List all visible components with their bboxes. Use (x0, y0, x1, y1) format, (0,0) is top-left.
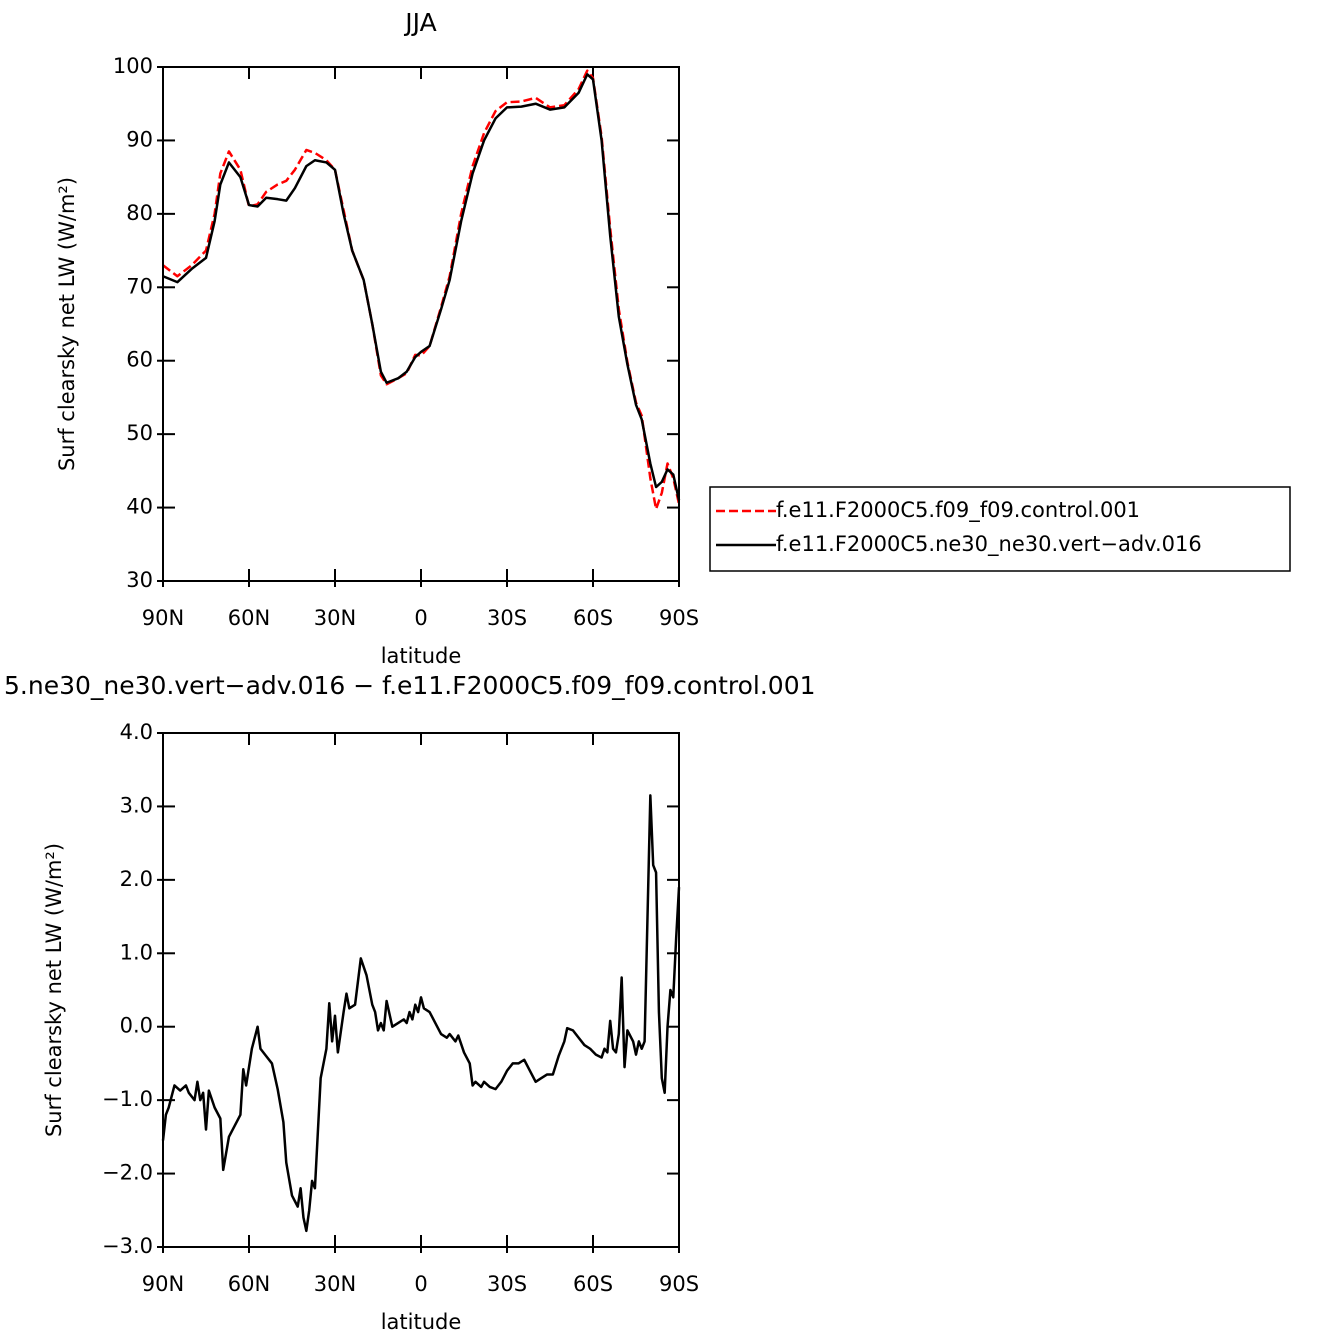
y-tick-label: 40 (126, 495, 153, 519)
legend-box (709, 486, 1291, 572)
data-line (161, 794, 681, 1233)
y-tick-label: 2.0 (120, 867, 153, 891)
x-tick-label: 60S (573, 1272, 613, 1296)
x-tick-label: 60S (573, 606, 613, 630)
y-tick-label: 4.0 (120, 720, 153, 744)
y-tick-label: 3.0 (120, 793, 153, 817)
x-tick-label: 90N (142, 1272, 184, 1296)
legend-label: f.e11.F2000C5.f09_f09.control.001 (776, 498, 1140, 523)
data-line (162, 73, 681, 501)
y-tick-label: 100 (113, 54, 153, 78)
y-tick-label: 0.0 (120, 1014, 153, 1038)
x-axis-label: latitude (381, 1310, 462, 1334)
y-tick-label: 90 (126, 127, 153, 151)
y-tick-label: 80 (126, 201, 153, 225)
legend-label: f.e11.F2000C5.ne30_ne30.vert−adv.016 (776, 532, 1202, 557)
x-tick-label: 90S (659, 1272, 699, 1296)
x-tick-label: 30S (487, 1272, 527, 1296)
x-axis-label: latitude (381, 644, 462, 668)
y-tick-label: −3.0 (102, 1234, 153, 1258)
x-tick-label: 0 (414, 606, 427, 630)
chart-title: JJA (403, 8, 436, 37)
y-tick-label: 30 (126, 568, 153, 592)
x-tick-label: 30N (314, 606, 356, 630)
x-tick-label: 30N (314, 1272, 356, 1296)
x-tick-label: 30S (487, 606, 527, 630)
x-tick-label: 60N (228, 606, 270, 630)
y-axis-label: Surf clearsky net LW (W/m²) (42, 843, 66, 1137)
y-tick-label: −1.0 (102, 1087, 153, 1111)
y-tick-label: 60 (126, 348, 153, 372)
x-tick-label: 90N (142, 606, 184, 630)
plot-frame (162, 66, 680, 582)
y-axis-label: Surf clearsky net LW (W/m²) (55, 177, 79, 471)
y-tick-label: −2.0 (102, 1161, 153, 1185)
chart-title: 5.ne30_ne30.vert−adv.016 − f.e11.F2000C5… (4, 671, 816, 700)
x-tick-label: 60N (228, 1272, 270, 1296)
x-tick-label: 90S (659, 606, 699, 630)
y-tick-label: 1.0 (120, 940, 153, 964)
x-tick-label: 0 (414, 1272, 427, 1296)
y-tick-label: 50 (126, 421, 153, 445)
plot-frame (162, 732, 680, 1248)
y-tick-label: 70 (126, 274, 153, 298)
